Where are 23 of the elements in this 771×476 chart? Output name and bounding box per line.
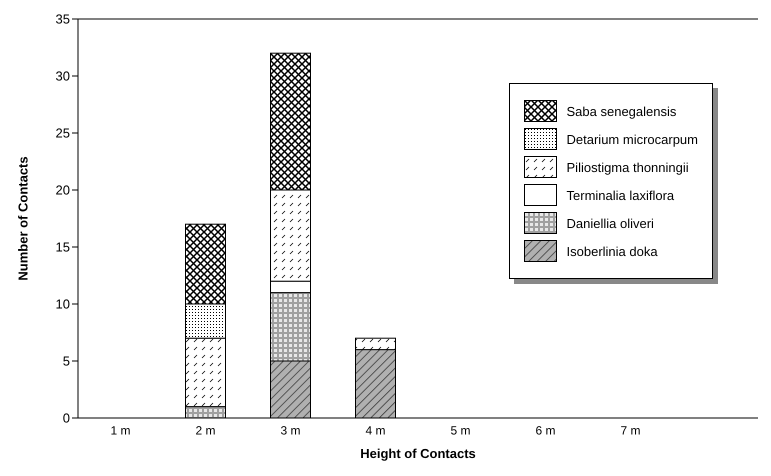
x-tick-label: 6 m xyxy=(535,424,556,438)
legend-label: Terminalia laxiflora xyxy=(566,188,674,202)
y-tick-label: 30 xyxy=(56,68,70,84)
legend-label: Piliostigma thonningii xyxy=(566,160,689,174)
y-axis-title: Number of Contacts xyxy=(16,156,31,281)
y-tick-label: 10 xyxy=(56,296,70,312)
y-tick-label: 0 xyxy=(62,410,70,426)
x-tick-label: 2 m xyxy=(195,424,216,438)
legend-label: Isoberlinia doka xyxy=(566,244,658,258)
y-tick-label: 20 xyxy=(56,182,70,198)
x-tick-label: 1 m xyxy=(110,424,131,438)
x-tick-label: 3 m xyxy=(280,424,301,438)
y-tick-label: 15 xyxy=(56,240,70,255)
legend-label: Saba senegalensis xyxy=(566,104,676,118)
x-axis-title: Height of Contacts xyxy=(360,446,476,461)
legend-label: Detarium microcarpum xyxy=(566,132,698,146)
y-tick-label: 35 xyxy=(56,12,70,27)
y-tick-label: 25 xyxy=(56,126,70,141)
legend-label: Daniellia oliveri xyxy=(566,216,654,230)
x-tick-label: 5 m xyxy=(450,424,471,438)
y-tick-label: 5 xyxy=(62,354,70,369)
x-tick-label: 7 m xyxy=(620,424,641,438)
x-tick-label: 4 m xyxy=(365,424,386,438)
